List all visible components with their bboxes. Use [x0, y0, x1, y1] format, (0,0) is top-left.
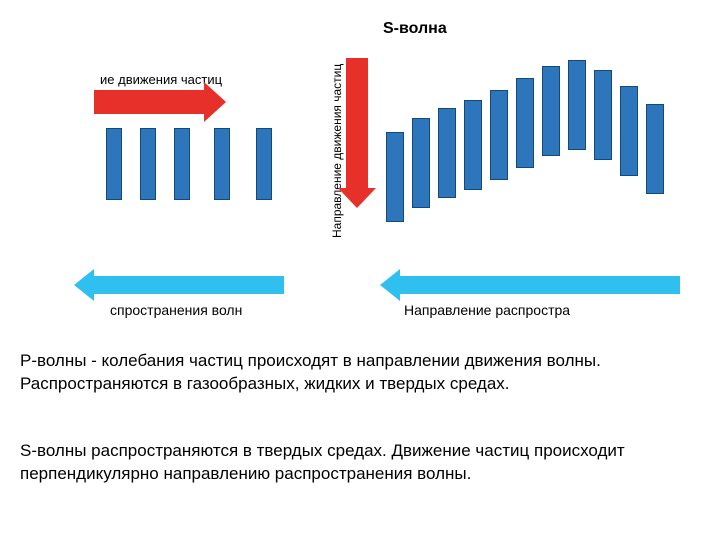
s-wave-bar: [646, 104, 664, 194]
p-wave-red-arrow-icon: [94, 82, 226, 122]
p-wave-propagation-label: спространения волн: [110, 302, 242, 318]
s-wave-red-arrow-icon: [338, 58, 376, 208]
p-wave-bar: [106, 128, 122, 200]
s-wave-bar: [568, 60, 586, 150]
s-wave-bar: [542, 66, 560, 156]
s-wave-bar: [464, 100, 482, 190]
s-wave-bar: [438, 108, 456, 198]
p-wave-description: Р-волны - колебания частиц происходят в …: [20, 350, 700, 396]
p-wave-bar: [214, 128, 230, 200]
s-wave-description: S-волны распространяются в твердых среда…: [20, 440, 700, 486]
s-wave-bar: [386, 132, 404, 222]
s-wave-bar: [490, 90, 508, 180]
diagram-area: S-волна ие движения частиц спространения…: [0, 0, 720, 350]
s-wave-bar: [594, 70, 612, 160]
s-wave-propagation-label: Направление распростра: [404, 302, 570, 318]
s-wave-bar: [516, 78, 534, 168]
s-wave-bar: [620, 86, 638, 176]
s-wave-propagation-arrow-icon: [380, 269, 680, 301]
p-wave-propagation-arrow-icon: [74, 269, 284, 301]
s-wave-title: S-волна: [383, 20, 447, 38]
p-wave-bar: [140, 128, 156, 200]
s-wave-bar: [412, 118, 430, 208]
p-wave-bar: [174, 128, 190, 200]
p-wave-bar: [256, 128, 272, 200]
